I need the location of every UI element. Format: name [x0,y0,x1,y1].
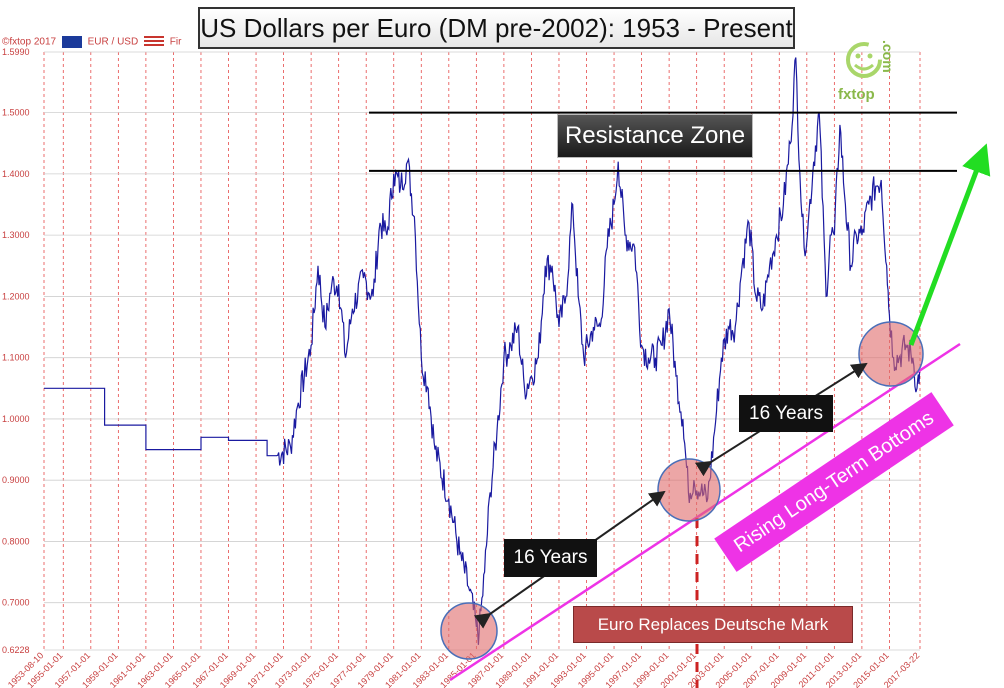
up-arrow [908,143,991,346]
bottom-circle-2016 [858,321,924,387]
chart-title: US Dollars per Euro (DM pre-2002): 1953 … [198,7,795,49]
y-tick-label: 1.3000 [2,230,30,240]
y-tick-label: 1.5990 [2,47,30,57]
bottom-circle-1985 [440,602,498,660]
y-axis-ticks: 1.5990 1.5000 1.4000 1.3000 1.2000 1.1000 1.00… [2,47,30,655]
eu-flag-icon [61,36,82,48]
years-label-1: 16 Years [504,539,597,577]
logo-side-text: .com [880,40,896,73]
copyright-text: ©fxtop 2017 [2,36,57,48]
y-tick-label: 0.9000 [2,475,30,485]
y-tick-label: 0.8000 [2,536,30,546]
header-strip: ©fxtop 2017 EUR / USD Fir [2,36,181,48]
us-flag-icon [143,36,164,48]
grid-vertical-lines [43,52,921,650]
y-tick-label: 1.1000 [2,353,30,363]
bottom-circle-2001 [657,458,721,522]
logo-text: fxtop [838,86,875,103]
y-tick-label: 1.5000 [2,108,30,118]
euro-replaces-label: Euro Replaces Deutsche Mark [573,606,853,643]
y-tick-label: 1.0000 [2,414,30,424]
y-tick-label: 0.7000 [2,598,30,608]
pair-text: EUR / USD [87,36,139,48]
y-tick-label: 1.4000 [2,169,30,179]
y-tick-label: 0.6228 [2,645,30,655]
resistance-lines [369,111,957,172]
series-line-eur-usd [44,57,921,645]
y-tick-label: 1.2000 [2,291,30,301]
smiley-logo-icon [846,42,882,78]
grid-horizontal-lines [44,51,920,651]
resistance-zone-label: Resistance Zone [557,114,753,158]
years-label-2: 16 Years [739,395,833,432]
header-suffix: Fir [169,36,182,48]
